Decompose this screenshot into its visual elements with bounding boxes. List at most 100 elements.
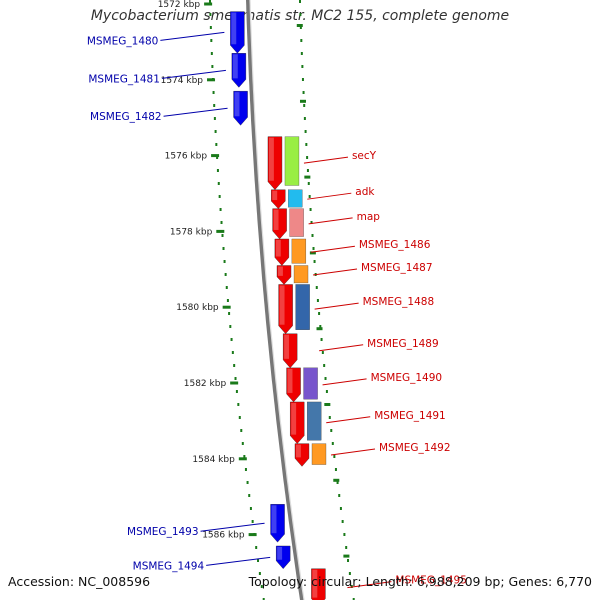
ruler-dot-right [323, 364, 326, 367]
cog-strip [307, 401, 322, 441]
gene-label-leader [322, 378, 367, 386]
ruler-dot-right [312, 247, 315, 250]
ruler-dot-right [302, 91, 305, 94]
gene-arrow-right [290, 401, 305, 444]
ruler-tick-label: 1586 kbp [202, 531, 245, 541]
gene-layer [230, 11, 327, 600]
ruler-dot-left [222, 247, 225, 250]
gene-arrow-right-shine [284, 334, 290, 359]
gene-arrow-right [282, 333, 298, 369]
ruler-dot-left [241, 442, 244, 445]
ruler-dot-right [309, 208, 312, 211]
ruler-dot-left [213, 117, 216, 120]
gene-label-leader [307, 192, 352, 200]
ruler-dot-right [300, 39, 303, 42]
ruler-dot-left [226, 299, 229, 302]
ruler-tick [216, 229, 225, 233]
ruler-dot-left [215, 143, 218, 146]
ruler-dot-left [248, 494, 251, 497]
ruler-tick [204, 2, 213, 6]
ruler-dot-left [255, 546, 258, 549]
gene-label-right: map [357, 211, 381, 223]
ruler-dot-right [330, 429, 333, 432]
ruler-dot-left [217, 182, 220, 185]
ruler-dot-right [324, 377, 327, 380]
ruler-dot-right [300, 52, 303, 55]
gene-label-right: MSMEG_1487 [361, 262, 433, 274]
ruler-dot-left [210, 52, 213, 55]
ruler-dot-left [209, 26, 212, 29]
gene-label-right: MSMEG_1492 [379, 442, 451, 454]
gene-label-leader [310, 245, 355, 253]
ruler-dot-left [244, 468, 247, 471]
gene-arrow-left-shine [232, 54, 238, 79]
ruler-dot-left [234, 377, 237, 380]
ruler-tick [222, 305, 231, 309]
ruler-dot-right [299, 26, 302, 29]
gene-arrow-left [233, 90, 248, 126]
ruler-tick-right [299, 99, 306, 103]
gene-label-right: secY [352, 150, 377, 162]
ruler-dot-right [303, 104, 306, 107]
topology-text: Topology: circular; Length: 6,988,209 bp… [248, 574, 592, 589]
cog-strip [289, 208, 304, 237]
cog-strip [303, 367, 318, 400]
gene-arrow-right-shine [295, 444, 301, 458]
ruler-tick [230, 381, 239, 385]
ruler-dot-right [345, 546, 348, 549]
ruler-tick-label: 1584 kbp [192, 455, 235, 465]
ruler-dot-right [343, 533, 346, 536]
ruler-dot-right [305, 143, 308, 146]
gene-arrow-right-shine [279, 285, 285, 325]
ruler-dot-left [214, 130, 217, 133]
ruler-dot-right [321, 351, 324, 354]
ruler-dot-left [210, 39, 213, 42]
gene-label-right: MSMEG_1488 [363, 296, 435, 308]
gene-label-leader [163, 107, 228, 117]
ruler-dot-right [311, 234, 314, 237]
ruler-dot-left [211, 65, 214, 68]
ruler-dot-left [238, 416, 241, 419]
ruler-dot-right [307, 182, 310, 185]
ruler-dot-right [313, 260, 316, 263]
ruler-dot-right [352, 598, 355, 600]
ruler-tick-right [304, 175, 311, 179]
cog-strip [291, 238, 307, 264]
ruler-dot-left [229, 325, 232, 328]
ruler-dot-left [258, 572, 261, 575]
ruler-dot-right [336, 481, 339, 484]
ruler-dot-left [246, 481, 249, 484]
gene-arrow-right-shine [291, 402, 297, 435]
ruler-dot-right [348, 572, 351, 575]
gene-label-left: MSMEG_1480 [87, 35, 159, 47]
ruler-dot-left [209, 0, 211, 3]
gene-label-leader [347, 581, 392, 589]
ruler-dot-right [310, 221, 313, 224]
label-layer: MSMEG_1480 MSMEG_1481 MSMEG_1482 MSMEG_1493… [87, 31, 467, 589]
ruler-dot-right [333, 455, 336, 458]
gene-arrow-left-shine [234, 92, 240, 117]
gene-arrow-left [231, 53, 247, 88]
ruler-dot-left [243, 455, 246, 458]
cog-strip [284, 136, 300, 186]
ruler-tick-right [343, 554, 350, 558]
ruler-tick-label: 1574 kbp [161, 76, 204, 86]
gene-arrow-right-shine [273, 209, 279, 230]
gene-label-right: MSMEG_1490 [371, 372, 443, 384]
gene-label-left: MSMEG_1494 [133, 560, 205, 572]
gene-arrow-right-shine [268, 137, 274, 181]
ruler-dot-left [233, 364, 236, 367]
cog-strip [295, 284, 310, 330]
ruler-dot-right [334, 468, 337, 471]
gene-label-leader [206, 556, 271, 566]
ruler-tick-label: 1582 kbp [184, 379, 227, 389]
cog-strip [288, 189, 303, 208]
ruler-tick-label: 1580 kbp [176, 303, 219, 313]
gene-label-leader [303, 156, 349, 164]
ruler-dot-left [235, 390, 238, 393]
ruler-layer: 1572 kbp 1574 kbp 1576 kbp 1578 kbp 1580 kbp… [158, 0, 355, 600]
backbone-highlight [249, 0, 305, 600]
gene-arrow-right-shine [312, 569, 318, 598]
ruler-tick [238, 457, 247, 461]
